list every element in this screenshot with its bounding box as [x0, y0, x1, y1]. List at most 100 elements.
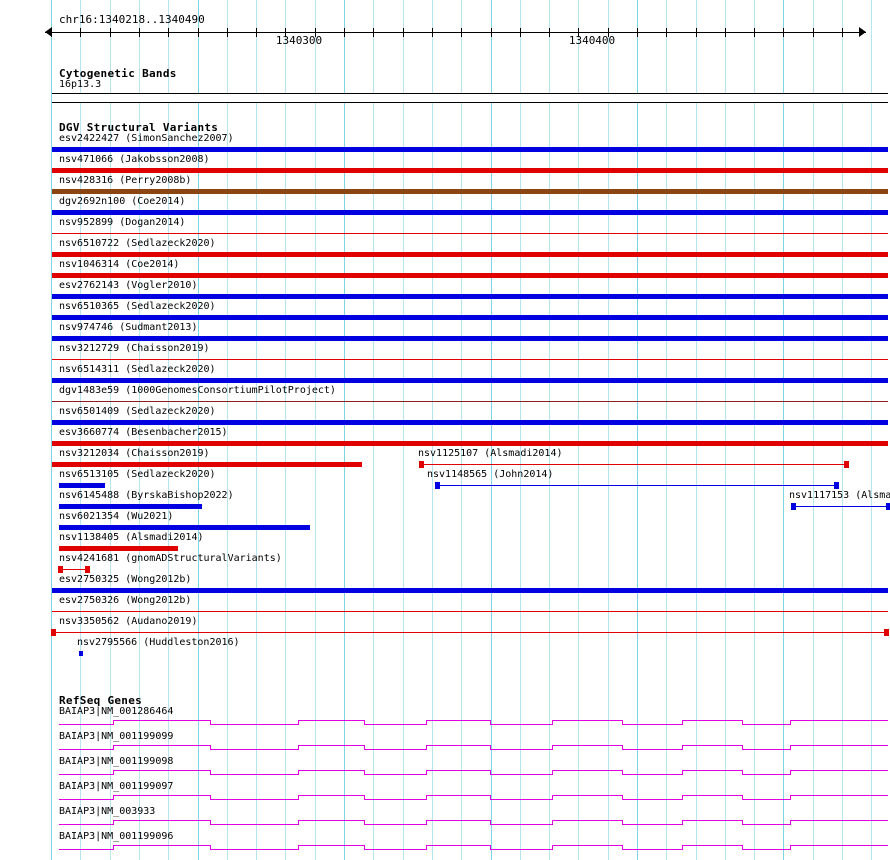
- refseq-gene-segment[interactable]: [490, 824, 552, 825]
- refseq-gene-segment[interactable]: [742, 849, 790, 850]
- refseq-gene-segment[interactable]: [364, 799, 426, 800]
- refseq-gene-segment[interactable]: [364, 774, 426, 775]
- refseq-gene-segment[interactable]: [682, 795, 742, 796]
- refseq-gene-segment[interactable]: [490, 774, 552, 775]
- refseq-gene-segment[interactable]: [210, 724, 298, 725]
- dgv-feature-label[interactable]: nsv1117153 (Alsma: [789, 490, 890, 501]
- dgv-feature-bar[interactable]: [52, 420, 888, 425]
- refseq-gene-label[interactable]: BAIAP3|NM_001199096: [59, 831, 174, 842]
- dgv-feature-label[interactable]: nsv3212034 (Chaisson2019): [59, 448, 210, 459]
- dgv-feature-bar[interactable]: [59, 546, 178, 551]
- dgv-feature-bar[interactable]: [52, 462, 362, 467]
- refseq-gene-segment[interactable]: [364, 849, 426, 850]
- refseq-gene-segment[interactable]: [552, 770, 622, 771]
- dgv-feature-bar[interactable]: [52, 233, 888, 234]
- dgv-feature-bar[interactable]: [52, 632, 888, 633]
- refseq-gene-segment[interactable]: [742, 824, 790, 825]
- dgv-feature-label[interactable]: nsv428316 (Perry2008b): [59, 175, 192, 186]
- refseq-gene-segment[interactable]: [790, 795, 888, 796]
- dgv-feature-bar[interactable]: [52, 441, 888, 446]
- refseq-gene-segment[interactable]: [682, 770, 742, 771]
- dgv-feature-label[interactable]: esv2750326 (Wong2012b): [59, 595, 192, 606]
- refseq-gene-segment[interactable]: [113, 795, 210, 796]
- refseq-gene-segment[interactable]: [490, 749, 552, 750]
- dgv-feature-bar[interactable]: [52, 168, 888, 173]
- dgv-feature-label[interactable]: nsv6510365 (Sedlazeck2020): [59, 301, 216, 312]
- dgv-feature-label[interactable]: esv2422427 (SimonSanchez2007): [59, 133, 234, 144]
- refseq-gene-segment[interactable]: [552, 845, 622, 846]
- refseq-gene-label[interactable]: BAIAP3|NM_001199098: [59, 756, 174, 767]
- refseq-gene-segment[interactable]: [742, 774, 790, 775]
- refseq-gene-segment[interactable]: [682, 745, 742, 746]
- dgv-feature-label[interactable]: nsv2795566 (Huddleston2016): [77, 637, 240, 648]
- dgv-feature-bar[interactable]: [436, 485, 838, 486]
- refseq-gene-segment[interactable]: [490, 849, 552, 850]
- refseq-gene-segment[interactable]: [622, 749, 682, 750]
- dgv-feature-label[interactable]: dgv1483e59 (1000GenomesConsortiumPilotPr…: [59, 385, 336, 396]
- refseq-gene-segment[interactable]: [210, 824, 298, 825]
- refseq-gene-segment[interactable]: [298, 770, 364, 771]
- refseq-gene-segment[interactable]: [622, 849, 682, 850]
- refseq-gene-segment[interactable]: [742, 724, 790, 725]
- refseq-gene-segment[interactable]: [364, 724, 426, 725]
- refseq-gene-label[interactable]: BAIAP3|NM_003933: [59, 806, 156, 817]
- refseq-gene-segment[interactable]: [426, 770, 490, 771]
- refseq-gene-segment[interactable]: [490, 724, 552, 725]
- refseq-gene-segment[interactable]: [59, 774, 113, 775]
- dgv-feature-label[interactable]: nsv6501409 (Sedlazeck2020): [59, 406, 216, 417]
- dgv-feature-label[interactable]: nsv3350562 (Audano2019): [59, 616, 198, 627]
- refseq-gene-segment[interactable]: [742, 799, 790, 800]
- refseq-gene-segment[interactable]: [298, 745, 364, 746]
- refseq-gene-segment[interactable]: [552, 720, 622, 721]
- dgv-feature-bar[interactable]: [52, 189, 888, 194]
- dgv-feature-bar[interactable]: [52, 315, 888, 320]
- refseq-gene-segment[interactable]: [742, 749, 790, 750]
- dgv-feature-label[interactable]: nsv1138405 (Alsmadi2014): [59, 532, 204, 543]
- refseq-gene-segment[interactable]: [790, 770, 888, 771]
- refseq-gene-segment[interactable]: [622, 774, 682, 775]
- refseq-gene-segment[interactable]: [59, 749, 113, 750]
- refseq-gene-segment[interactable]: [210, 799, 298, 800]
- refseq-gene-segment[interactable]: [364, 824, 426, 825]
- refseq-gene-segment[interactable]: [210, 749, 298, 750]
- refseq-gene-label[interactable]: BAIAP3|NM_001286464: [59, 706, 174, 717]
- dgv-feature-label[interactable]: nsv4241681 (gnomADStructuralVariants): [59, 553, 282, 564]
- dgv-feature-label[interactable]: nsv6510722 (Sedlazeck2020): [59, 238, 216, 249]
- refseq-gene-segment[interactable]: [790, 820, 888, 821]
- refseq-gene-segment[interactable]: [426, 845, 490, 846]
- dgv-feature-label[interactable]: nsv1046314 (Coe2014): [59, 259, 180, 270]
- dgv-feature-bar[interactable]: [52, 273, 888, 278]
- refseq-gene-segment[interactable]: [59, 724, 113, 725]
- refseq-gene-segment[interactable]: [426, 820, 490, 821]
- refseq-gene-segment[interactable]: [426, 795, 490, 796]
- dgv-feature-bar[interactable]: [59, 504, 202, 509]
- refseq-gene-segment[interactable]: [113, 745, 210, 746]
- refseq-gene-segment[interactable]: [490, 799, 552, 800]
- dgv-feature-label[interactable]: esv2762143 (Vogler2010): [59, 280, 198, 291]
- refseq-gene-segment[interactable]: [113, 720, 210, 721]
- refseq-gene-segment[interactable]: [210, 849, 298, 850]
- dgv-feature-label[interactable]: nsv471066 (Jakobsson2008): [59, 154, 210, 165]
- dgv-feature-bar[interactable]: [52, 147, 888, 152]
- refseq-gene-segment[interactable]: [622, 799, 682, 800]
- refseq-gene-segment[interactable]: [59, 824, 113, 825]
- refseq-gene-segment[interactable]: [364, 749, 426, 750]
- refseq-gene-segment[interactable]: [113, 770, 210, 771]
- dgv-feature-label[interactable]: nsv1148565 (John2014): [427, 469, 554, 480]
- dgv-feature-bar[interactable]: [59, 483, 105, 488]
- dgv-feature-bar[interactable]: [52, 359, 888, 360]
- dgv-feature-bar[interactable]: [792, 506, 890, 507]
- refseq-gene-segment[interactable]: [682, 720, 742, 721]
- refseq-gene-label[interactable]: BAIAP3|NM_001199099: [59, 731, 174, 742]
- dgv-feature-bar[interactable]: [52, 611, 888, 612]
- dgv-feature-label[interactable]: esv3660774 (Besenbacher2015): [59, 427, 228, 438]
- dgv-feature-bar[interactable]: [52, 252, 888, 257]
- dgv-feature-bar[interactable]: [59, 525, 310, 530]
- dgv-feature-bar[interactable]: [420, 464, 848, 465]
- refseq-gene-segment[interactable]: [682, 820, 742, 821]
- refseq-gene-segment[interactable]: [622, 824, 682, 825]
- dgv-feature-label[interactable]: nsv1125107 (Alsmadi2014): [418, 448, 563, 459]
- dgv-feature-bar[interactable]: [52, 378, 888, 383]
- dgv-feature-label[interactable]: nsv6514311 (Sedlazeck2020): [59, 364, 216, 375]
- refseq-gene-segment[interactable]: [113, 845, 210, 846]
